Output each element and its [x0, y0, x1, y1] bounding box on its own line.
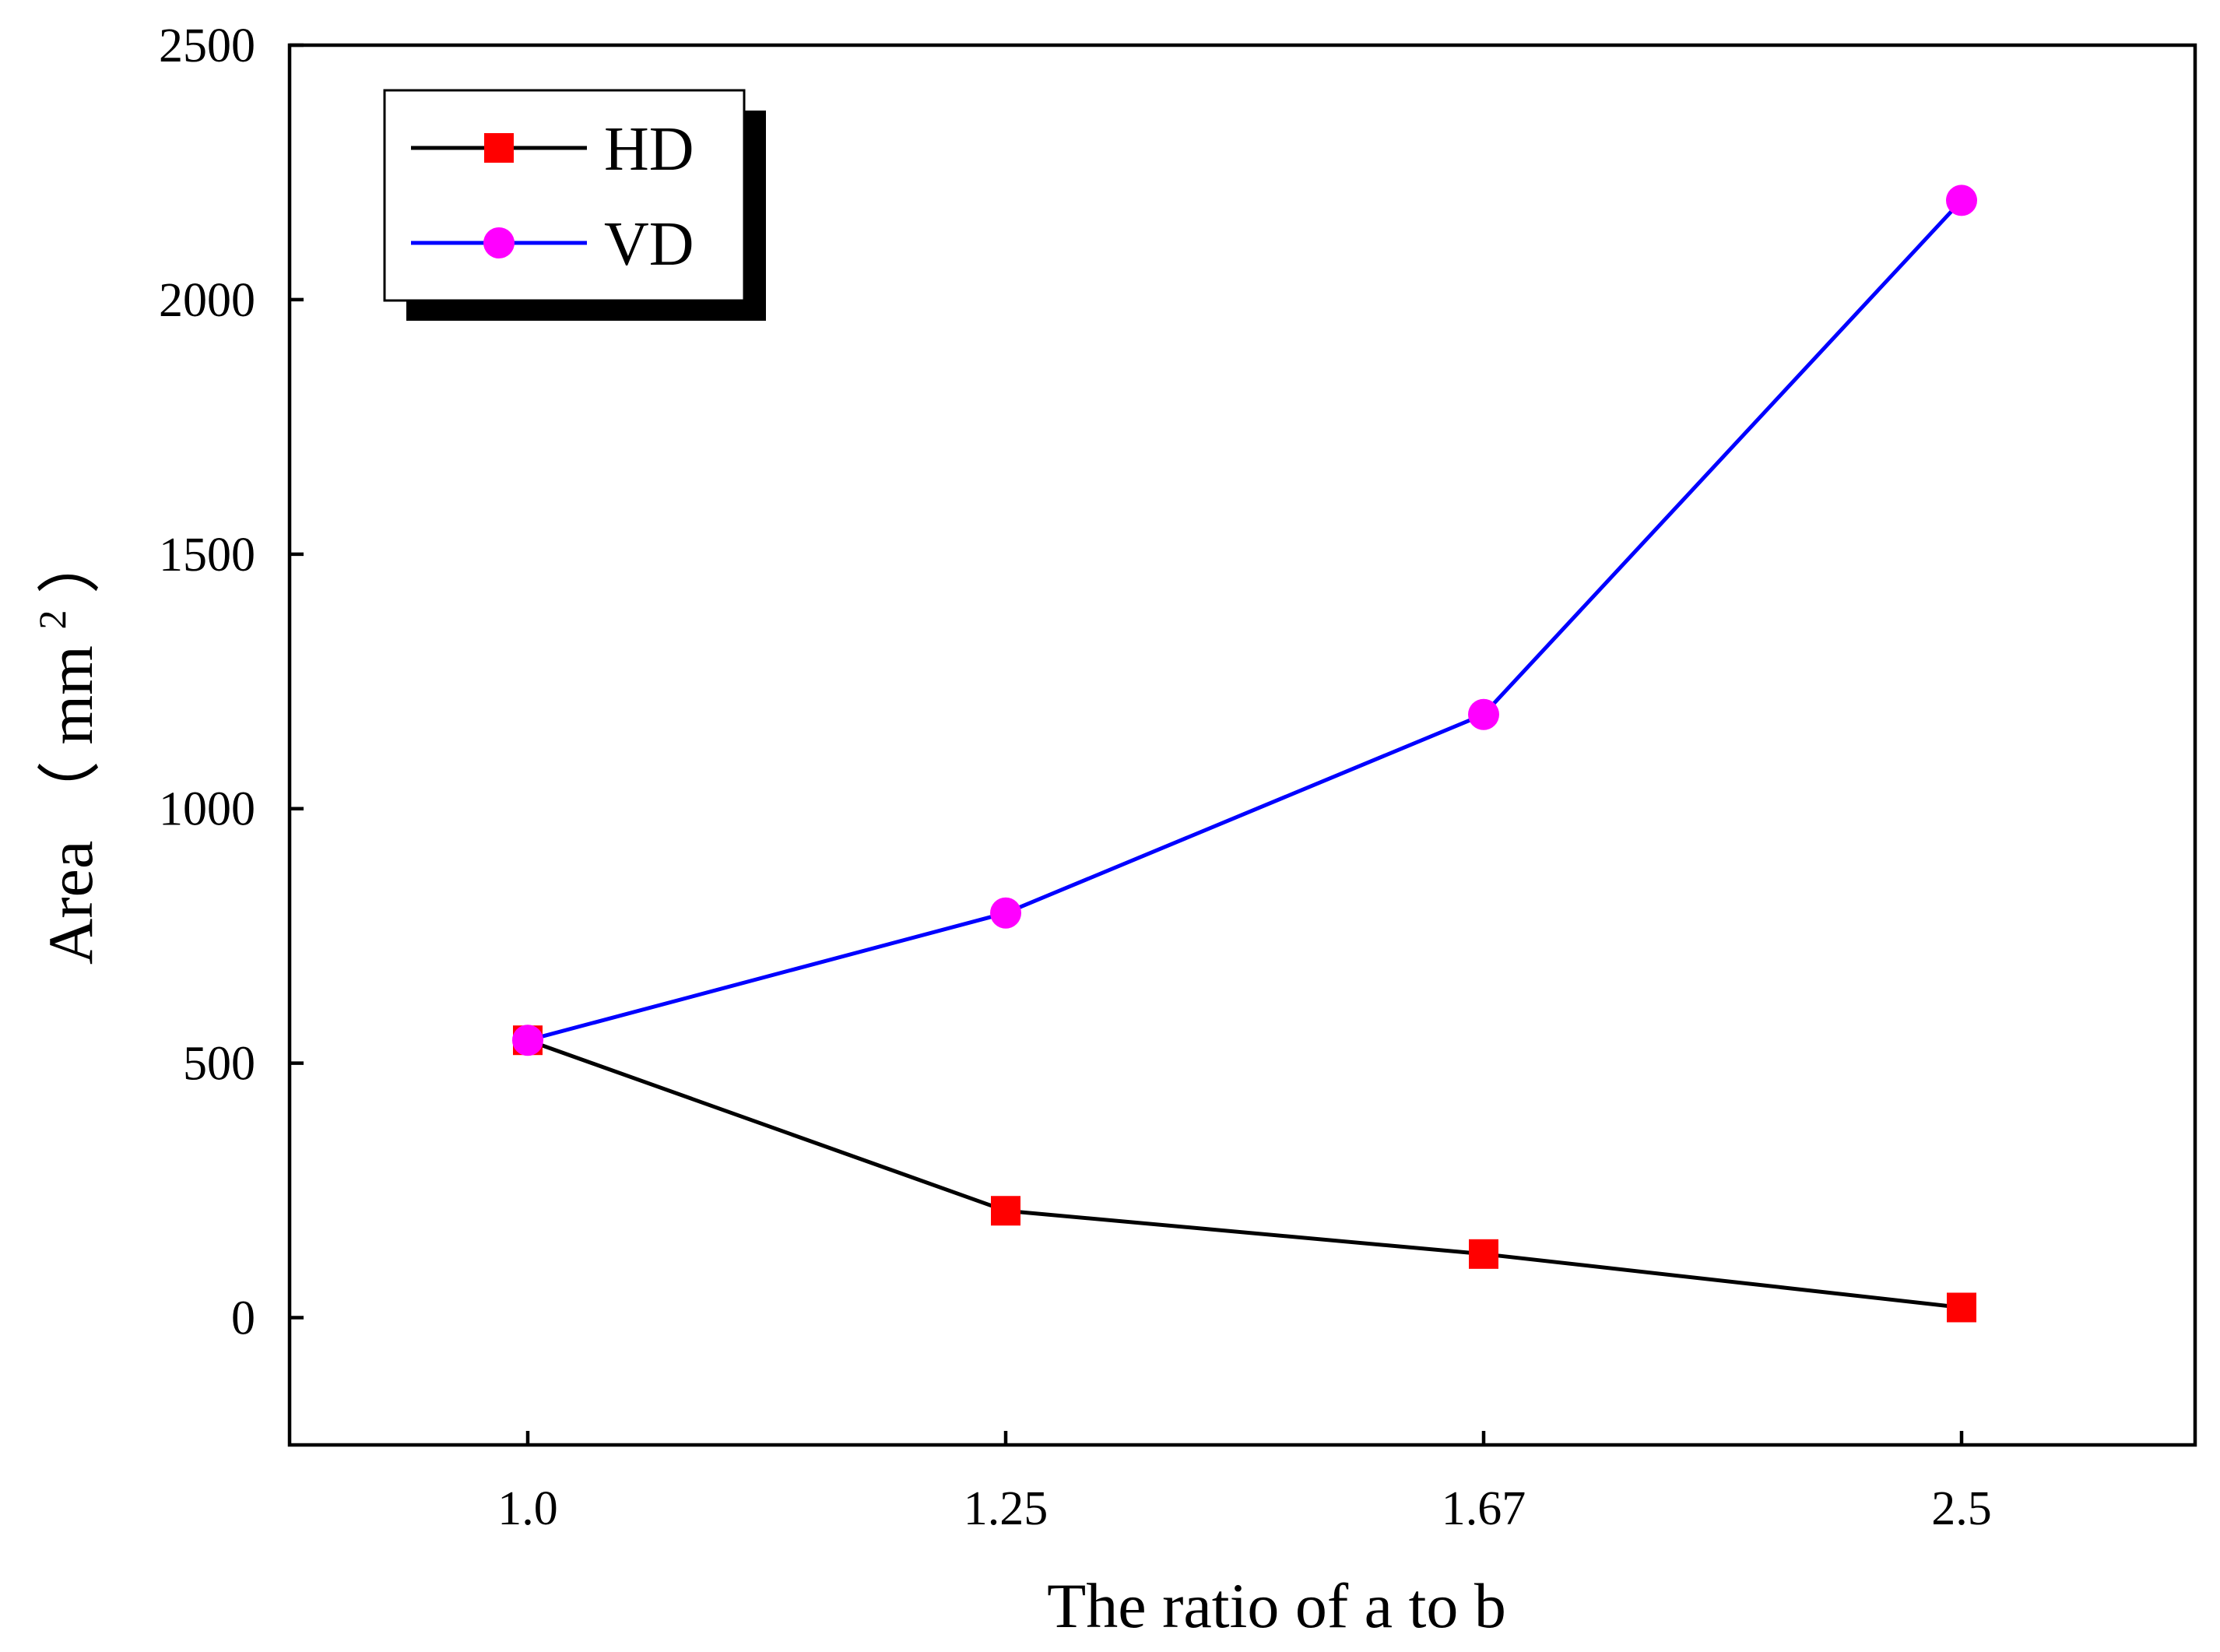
series-line-hd — [527, 1038, 1962, 1309]
y-tick-label: 1000 — [159, 783, 255, 836]
legend: HD VD — [383, 89, 766, 321]
data-point-hd — [1947, 1292, 1976, 1323]
y-axis: 0 500 1000 1500 2000 2500 — [159, 19, 304, 1345]
data-point-vd — [1468, 698, 1499, 730]
x-tick-label: 2.5 — [1931, 1482, 1992, 1535]
series-layer — [512, 185, 1977, 1323]
y-axis-title-text: Area — [35, 841, 106, 965]
legend-marker-hd — [484, 133, 514, 163]
y-tick-label: 1500 — [159, 529, 255, 582]
x-axis-title: The ratio of a to b — [1047, 1570, 1506, 1641]
y-tick-label: 500 — [183, 1038, 255, 1091]
data-point-vd — [990, 897, 1021, 929]
data-point-hd — [1469, 1239, 1498, 1269]
data-point-hd — [991, 1196, 1020, 1226]
y-axis-title-unit-superscript: 2 — [30, 610, 74, 630]
y-axis-title-close-paren: ） — [35, 530, 106, 594]
x-axis: 1.0 1.25 1.67 2.5 — [497, 1431, 1992, 1535]
legend-entries: HD VD — [411, 115, 694, 279]
data-point-vd — [1946, 185, 1977, 216]
y-tick-label: 2500 — [159, 19, 255, 72]
y-axis-title-unit: mm — [35, 645, 106, 745]
x-tick-label: 1.25 — [964, 1482, 1049, 1535]
y-tick-label: 0 — [231, 1292, 255, 1345]
legend-marker-vd — [483, 227, 515, 258]
legend-label-vd: VD — [604, 210, 694, 279]
y-axis-title: Area （ mm 2 ） — [9, 530, 106, 965]
legend-box — [383, 89, 746, 302]
x-tick-label: 1.67 — [1442, 1482, 1526, 1535]
x-tick-label: 1.0 — [497, 1482, 558, 1535]
series-line-vd — [527, 199, 1963, 1042]
y-axis-title-open-paren: （ — [35, 761, 106, 824]
legend-label-hd: HD — [604, 115, 694, 184]
y-tick-label: 2000 — [159, 274, 255, 327]
data-point-vd — [512, 1025, 543, 1056]
plot-frame — [287, 43, 2197, 1447]
